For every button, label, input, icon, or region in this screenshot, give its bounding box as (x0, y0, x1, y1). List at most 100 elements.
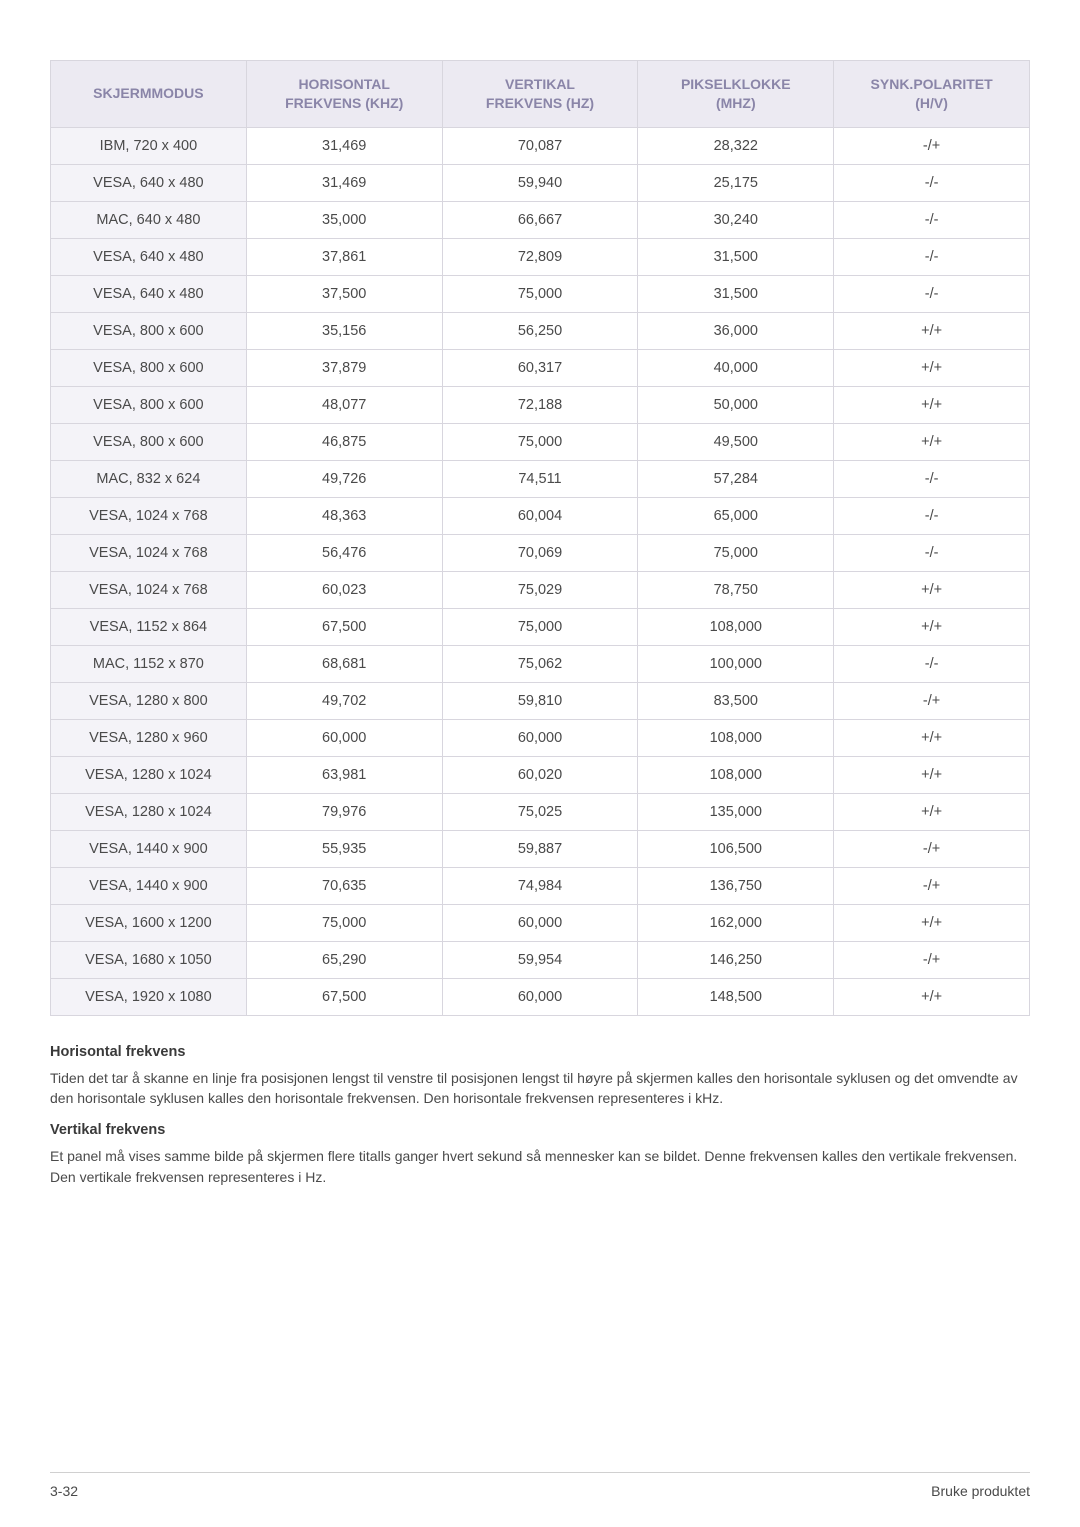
table-row: VESA, 1440 x 90070,63574,984136,750-/+ (51, 867, 1030, 904)
cell-value: 100,000 (638, 645, 834, 682)
column-header-line: (H/V) (842, 94, 1021, 113)
cell-mode: VESA, 1280 x 800 (51, 682, 247, 719)
cell-value: +/+ (834, 349, 1030, 386)
cell-value: -/- (834, 497, 1030, 534)
cell-mode: VESA, 1600 x 1200 (51, 904, 247, 941)
cell-value: -/- (834, 460, 1030, 497)
table-row: VESA, 1280 x 80049,70259,81083,500-/+ (51, 682, 1030, 719)
table-row: VESA, 1152 x 86467,50075,000108,000+/+ (51, 608, 1030, 645)
cell-mode: VESA, 1920 x 1080 (51, 978, 247, 1015)
cell-value: 59,954 (442, 941, 638, 978)
cell-value: 60,023 (246, 571, 442, 608)
cell-mode: VESA, 800 x 600 (51, 386, 247, 423)
table-row: VESA, 1024 x 76856,47670,06975,000-/- (51, 534, 1030, 571)
cell-value: 135,000 (638, 793, 834, 830)
table-row: MAC, 640 x 48035,00066,66730,240-/- (51, 201, 1030, 238)
column-header-line: FREKVENS (KHZ) (255, 94, 434, 113)
table-row: VESA, 1440 x 90055,93559,887106,500-/+ (51, 830, 1030, 867)
cell-value: +/+ (834, 793, 1030, 830)
cell-value: -/- (834, 238, 1030, 275)
cell-value: 37,861 (246, 238, 442, 275)
cell-value: 72,809 (442, 238, 638, 275)
table-row: VESA, 800 x 60035,15656,25036,000+/+ (51, 312, 1030, 349)
cell-value: 83,500 (638, 682, 834, 719)
cell-value: -/- (834, 201, 1030, 238)
table-row: VESA, 800 x 60037,87960,31740,000+/+ (51, 349, 1030, 386)
cell-mode: VESA, 1440 x 900 (51, 830, 247, 867)
cell-value: 70,069 (442, 534, 638, 571)
column-header: HORISONTALFREKVENS (KHZ) (246, 61, 442, 128)
cell-value: 79,976 (246, 793, 442, 830)
cell-value: 37,500 (246, 275, 442, 312)
cell-mode: VESA, 1024 x 768 (51, 497, 247, 534)
cell-value: -/+ (834, 682, 1030, 719)
cell-value: +/+ (834, 608, 1030, 645)
column-header-line: HORISONTAL (255, 75, 434, 94)
cell-mode: VESA, 1280 x 960 (51, 719, 247, 756)
cell-value: 25,175 (638, 164, 834, 201)
cell-value: 59,940 (442, 164, 638, 201)
cell-value: +/+ (834, 978, 1030, 1015)
cell-value: 67,500 (246, 978, 442, 1015)
cell-value: 136,750 (638, 867, 834, 904)
cell-value: 56,476 (246, 534, 442, 571)
cell-value: 48,363 (246, 497, 442, 534)
cell-mode: VESA, 1152 x 864 (51, 608, 247, 645)
section-body: Tiden det tar å skanne en linje fra posi… (50, 1068, 1030, 1109)
cell-value: 67,500 (246, 608, 442, 645)
cell-value: 148,500 (638, 978, 834, 1015)
cell-value: 31,500 (638, 238, 834, 275)
cell-value: 162,000 (638, 904, 834, 941)
cell-value: 65,000 (638, 497, 834, 534)
cell-value: 60,004 (442, 497, 638, 534)
cell-value: +/+ (834, 386, 1030, 423)
cell-value: 75,000 (246, 904, 442, 941)
table-row: VESA, 1600 x 120075,00060,000162,000+/+ (51, 904, 1030, 941)
cell-value: 30,240 (638, 201, 834, 238)
cell-value: 70,635 (246, 867, 442, 904)
cell-value: 36,000 (638, 312, 834, 349)
table-row: VESA, 800 x 60046,87575,00049,500+/+ (51, 423, 1030, 460)
cell-value: 59,887 (442, 830, 638, 867)
cell-value: 49,500 (638, 423, 834, 460)
cell-mode: VESA, 800 x 600 (51, 312, 247, 349)
cell-value: 35,156 (246, 312, 442, 349)
cell-value: 35,000 (246, 201, 442, 238)
cell-value: 31,469 (246, 127, 442, 164)
cell-value: 75,000 (442, 608, 638, 645)
cell-value: 106,500 (638, 830, 834, 867)
cell-mode: IBM, 720 x 400 (51, 127, 247, 164)
section-horizontal-frekvens: Horisontal frekvens Tiden det tar å skan… (50, 1044, 1030, 1187)
cell-value: 60,000 (442, 904, 638, 941)
cell-value: -/- (834, 645, 1030, 682)
table-row: VESA, 1920 x 108067,50060,000148,500+/+ (51, 978, 1030, 1015)
cell-value: 28,322 (638, 127, 834, 164)
table-header: SKJERMMODUSHORISONTALFREKVENS (KHZ)VERTI… (51, 61, 1030, 128)
page-footer: 3-32 Bruke produktet (50, 1472, 1030, 1499)
header-row: SKJERMMODUSHORISONTALFREKVENS (KHZ)VERTI… (51, 61, 1030, 128)
cell-mode: VESA, 800 x 600 (51, 423, 247, 460)
cell-value: -/+ (834, 830, 1030, 867)
table-row: IBM, 720 x 40031,46970,08728,322-/+ (51, 127, 1030, 164)
cell-value: 65,290 (246, 941, 442, 978)
table-row: MAC, 832 x 62449,72674,51157,284-/- (51, 460, 1030, 497)
cell-value: 31,469 (246, 164, 442, 201)
column-header-line: FREKVENS (HZ) (451, 94, 630, 113)
cell-value: 63,981 (246, 756, 442, 793)
cell-value: 59,810 (442, 682, 638, 719)
cell-value: 146,250 (638, 941, 834, 978)
table-row: VESA, 640 x 48031,46959,94025,175-/- (51, 164, 1030, 201)
cell-value: -/- (834, 275, 1030, 312)
cell-mode: VESA, 1024 x 768 (51, 571, 247, 608)
cell-value: 75,062 (442, 645, 638, 682)
column-header: VERTIKALFREKVENS (HZ) (442, 61, 638, 128)
cell-value: 74,984 (442, 867, 638, 904)
cell-value: 60,000 (442, 719, 638, 756)
column-header-line: VERTIKAL (451, 75, 630, 94)
cell-value: 60,020 (442, 756, 638, 793)
table-row: VESA, 1024 x 76860,02375,02978,750+/+ (51, 571, 1030, 608)
cell-value: 108,000 (638, 719, 834, 756)
cell-value: -/+ (834, 127, 1030, 164)
display-modes-table: SKJERMMODUSHORISONTALFREKVENS (KHZ)VERTI… (50, 60, 1030, 1016)
table-row: VESA, 1024 x 76848,36360,00465,000-/- (51, 497, 1030, 534)
